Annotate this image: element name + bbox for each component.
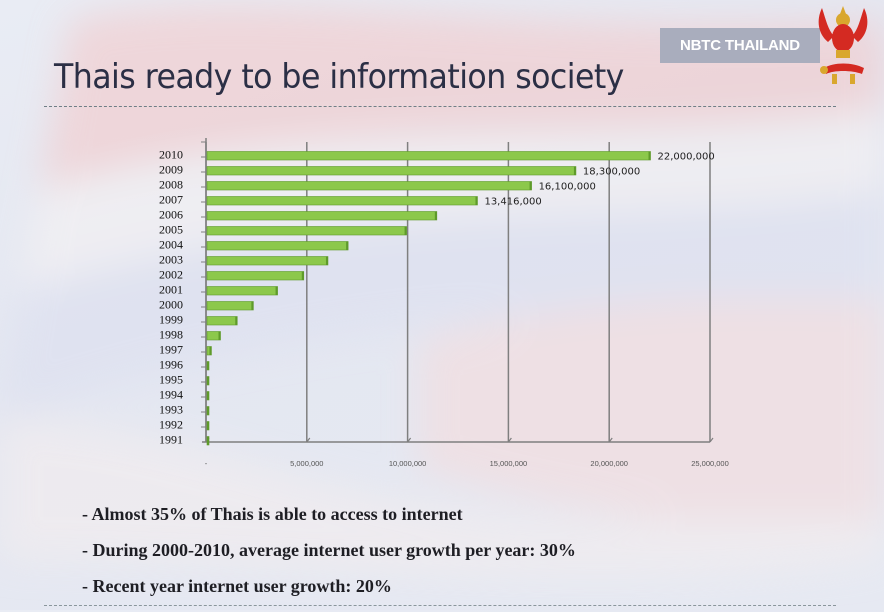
bar-2000 <box>206 301 254 311</box>
data-label-2009: 18,300,000 <box>583 167 640 178</box>
bar-end-2003 <box>325 256 328 265</box>
bar-2006 <box>206 211 438 221</box>
y-tick-label: 1994 <box>159 388 183 402</box>
bar-end-1991 <box>207 436 209 445</box>
bar-end-2007 <box>475 196 478 205</box>
bar-end-1995 <box>207 376 209 385</box>
x-tick-label: 20,000,000 <box>590 459 628 468</box>
bar-end-2008 <box>529 181 532 190</box>
y-tick-label: 2005 <box>159 223 183 237</box>
y-tick-label: 1992 <box>159 418 183 432</box>
y-tick-label: 1993 <box>159 403 183 417</box>
y-tick-label: 2009 <box>159 163 183 177</box>
x-tick <box>709 437 714 443</box>
y-tick-label: 1995 <box>159 373 183 387</box>
bar-2005 <box>206 226 407 236</box>
x-tick-label: 10,000,000 <box>389 459 427 468</box>
bullet-list: - Almost 35% of Thais is able to access … <box>82 504 576 612</box>
y-tick-label: 2003 <box>159 253 183 267</box>
page-title: Thais ready to be information society <box>54 57 624 97</box>
title-divider <box>44 106 836 107</box>
bar-end-2009 <box>573 166 576 175</box>
bar-end-1993 <box>207 406 209 415</box>
bar-1999 <box>206 316 238 326</box>
bar-2007 <box>206 196 478 206</box>
bar-end-1994 <box>207 391 209 400</box>
y-tick-label: 1991 <box>159 433 183 447</box>
y-tick-label: 1996 <box>159 358 183 372</box>
bar-end-2004 <box>346 241 349 250</box>
bar-2010 <box>206 151 651 161</box>
y-tick-label: 2006 <box>159 208 183 222</box>
y-tick-label: 2004 <box>159 238 183 252</box>
data-label-2008: 16,100,000 <box>539 182 596 193</box>
bar-2009 <box>206 166 577 176</box>
y-tick-label: 1999 <box>159 313 183 327</box>
bar-2001 <box>206 286 278 296</box>
y-tick-label: 1997 <box>159 343 183 357</box>
bar-2008 <box>206 181 532 191</box>
y-tick-label: 1998 <box>159 328 183 342</box>
bar-end-1998 <box>218 331 221 340</box>
bar-end-2000 <box>251 301 254 310</box>
x-tick-label: 5,000,000 <box>290 459 323 468</box>
bar-end-1999 <box>235 316 238 325</box>
y-tick-label: 2001 <box>159 283 183 297</box>
bar-2002 <box>206 271 305 281</box>
bar-end-2010 <box>648 151 651 160</box>
x-tick-label: 25,000,000 <box>691 459 729 468</box>
bar-end-2006 <box>434 211 437 220</box>
footer-divider <box>44 605 836 606</box>
bar-1998 <box>206 331 221 341</box>
y-tick-label: 2002 <box>159 268 183 282</box>
y-tick-label: 2008 <box>159 178 183 192</box>
bar-end-2005 <box>404 226 407 235</box>
garuda-emblem-icon <box>818 6 868 84</box>
y-tick-label: 2007 <box>159 193 183 207</box>
data-label-2010: 22,000,000 <box>658 152 715 163</box>
y-tick-label: 2010 <box>159 148 183 162</box>
x-tick-label: 15,000,000 <box>490 459 528 468</box>
bar-end-2002 <box>301 271 304 280</box>
bullet-internet-access: - Almost 35% of Thais is able to access … <box>82 504 463 524</box>
bar-2004 <box>206 241 349 251</box>
data-label-2007: 13,416,000 <box>484 197 541 208</box>
x-tick-label: - <box>205 459 208 468</box>
bar-end-1992 <box>207 421 209 430</box>
y-tick-label: 2000 <box>159 298 183 312</box>
bar-end-2001 <box>275 286 278 295</box>
bar-2003 <box>206 256 329 266</box>
bullet-recent-growth: - Recent year internet user growth: 20% <box>82 576 392 596</box>
bar-end-1997 <box>209 346 212 355</box>
bar-end-1996 <box>207 361 209 370</box>
brand-badge: NBTC THAILAND <box>660 28 820 63</box>
bullet-average-growth: - During 2000-2010, average internet use… <box>82 540 576 560</box>
